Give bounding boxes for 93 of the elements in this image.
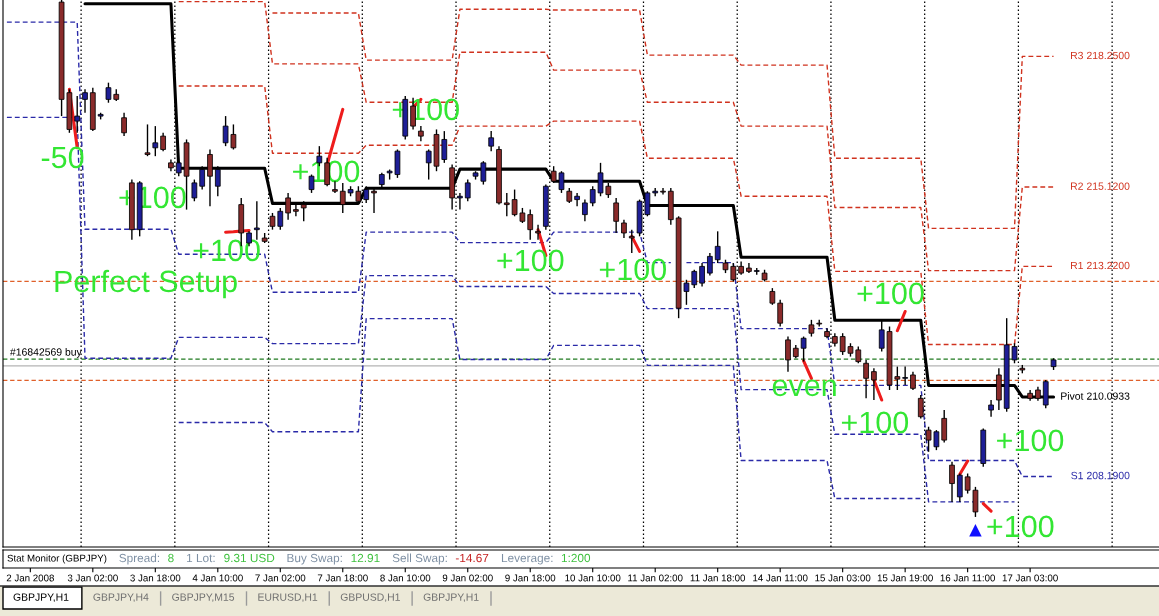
candlestick (949, 461, 955, 503)
series-label: Pivot (1061, 392, 1084, 400)
candlestick (660, 187, 666, 196)
annotation: -50 (41, 146, 84, 169)
text: GBPJPY,H4 (93, 593, 149, 603)
candlestick (613, 197, 619, 234)
series-label: R1 (1071, 261, 1083, 270)
candlestick (707, 252, 713, 277)
annotation: +100 (599, 258, 667, 281)
annotation: +100 (841, 411, 909, 434)
x-tick-label: 3 Jan 02:00 (67, 574, 118, 582)
x-tick-label: 7 Jan 18:00 (317, 574, 368, 582)
text: -14.67 (455, 553, 489, 563)
text: GBPJPY,H1 (13, 593, 69, 603)
x-tick-label: 3 Jan 18:00 (130, 574, 181, 582)
y-tick-label: 215.1200 (1086, 182, 1130, 190)
candlestick (488, 130, 495, 152)
x-tick-label: 7 Jan 02:00 (255, 574, 306, 582)
candlestick (621, 218, 627, 239)
text: Spread: (119, 553, 160, 565)
candlestick (785, 335, 791, 373)
candlestick (527, 208, 534, 241)
line-series (178, 317, 922, 500)
candlestick (574, 192, 580, 207)
candlestick (503, 192, 510, 217)
series-label: R3 (1071, 51, 1083, 60)
candlestick (956, 472, 963, 503)
line-series (271, 8, 1055, 230)
text: EURUSD,H1 (258, 593, 318, 603)
annotation: even (772, 379, 836, 397)
text: Sell Swap: (392, 553, 447, 565)
candlestick (285, 192, 291, 221)
x-tick-label: 17 Jan 03:00 (1002, 574, 1058, 582)
x-tick-label: 16 Jan 11:00 (940, 574, 996, 582)
text: Stat Monitor (GBPJPY) (7, 554, 107, 564)
text: GBPJPY,H1 (423, 593, 479, 603)
annotation: +100 (987, 515, 1054, 538)
text: 1 Lot: (187, 553, 215, 563)
annotation: +100 (497, 249, 564, 272)
candlestick (464, 178, 471, 202)
text: 8 (168, 553, 174, 563)
candlestick (152, 125, 159, 157)
x-tick-label: 11 Jan 18:00 (690, 574, 746, 582)
candlestick (199, 165, 206, 191)
x-tick-label: 15 Jan 03:00 (815, 574, 871, 582)
candlestick (902, 365, 908, 386)
series-label: R2 (1071, 182, 1083, 190)
x-tick-label: 2 Jan 2008 (6, 574, 54, 582)
y-tick-label: 210.0933 (1086, 392, 1130, 400)
x-tick-label: 14 Jan 11:00 (753, 574, 808, 582)
x-tick-label: 4 Jan 10:00 (192, 574, 243, 582)
candlestick (714, 230, 721, 264)
candlestick (144, 123, 151, 157)
x-tick-label: 8 Jan 10:00 (380, 574, 431, 582)
text: Buy Swap: (287, 553, 342, 565)
annotation: +100 (857, 282, 924, 305)
text: GBPJPY,M15 (172, 593, 235, 603)
candlestick (628, 228, 635, 254)
candlestick (582, 198, 588, 223)
candlestick (121, 112, 127, 137)
candlestick (699, 262, 705, 288)
candlestick (863, 359, 869, 400)
candlestick (160, 132, 166, 152)
candlestick (871, 367, 877, 401)
candlestick (214, 165, 221, 197)
text: 1:200 (561, 553, 591, 563)
text: 9.31 USD (224, 553, 275, 563)
x-tick-label: 10 Jan 10:00 (565, 574, 621, 582)
series-label: S1 (1071, 471, 1083, 480)
candlestick (941, 409, 948, 444)
x-tick-label: 11 Jan 02:00 (628, 574, 683, 582)
text: GBPUSD,H1 (340, 593, 400, 603)
y-tick-label: 208.1900 (1086, 471, 1130, 480)
candlestick (371, 187, 377, 214)
candlestick (339, 182, 346, 214)
ref-line-label: #16842569 buy (9, 348, 82, 358)
candlestick (293, 202, 299, 217)
candlestick (300, 200, 307, 223)
x-tick-label: 9 Jan 18:00 (505, 574, 556, 582)
candlestick (207, 148, 213, 207)
text: 12.91 (351, 553, 380, 563)
candlestick (535, 223, 541, 241)
candlestick (254, 200, 260, 241)
x-tick-label: 9 Jan 02:00 (442, 574, 493, 582)
candlestick (777, 299, 784, 328)
candlestick (910, 370, 916, 391)
y-tick-label: 218.2500 (1086, 51, 1130, 60)
candlestick (191, 178, 198, 202)
annotation: +100 (997, 429, 1064, 452)
text: Leverage: (501, 553, 553, 565)
candlestick (800, 335, 807, 363)
y-tick-label: 213.2200 (1086, 261, 1130, 270)
x-tick-label: 15 Jan 19:00 (877, 574, 933, 582)
